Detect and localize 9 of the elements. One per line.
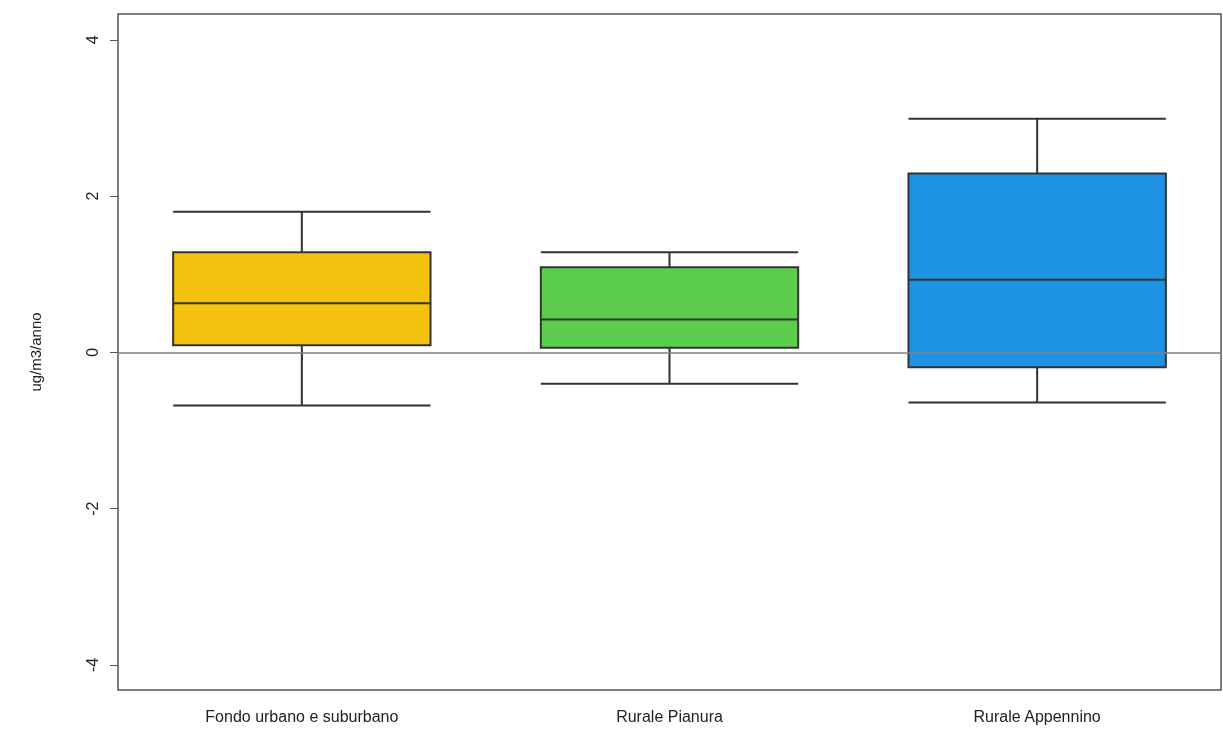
y-tick-label: -2 bbox=[83, 501, 101, 516]
y-tick-label: 0 bbox=[83, 347, 101, 357]
x-tick-label: Rurale Pianura bbox=[616, 707, 723, 725]
y-tick-label: 2 bbox=[83, 191, 101, 201]
y-tick-label: 4 bbox=[83, 35, 101, 45]
y-tick-label: -4 bbox=[83, 657, 101, 673]
x-tick-label: Fondo urbano e suburbano bbox=[205, 707, 399, 725]
x-tick-label: Rurale Appennino bbox=[973, 707, 1101, 725]
y-axis-title: ug/m3/anno bbox=[27, 312, 44, 392]
